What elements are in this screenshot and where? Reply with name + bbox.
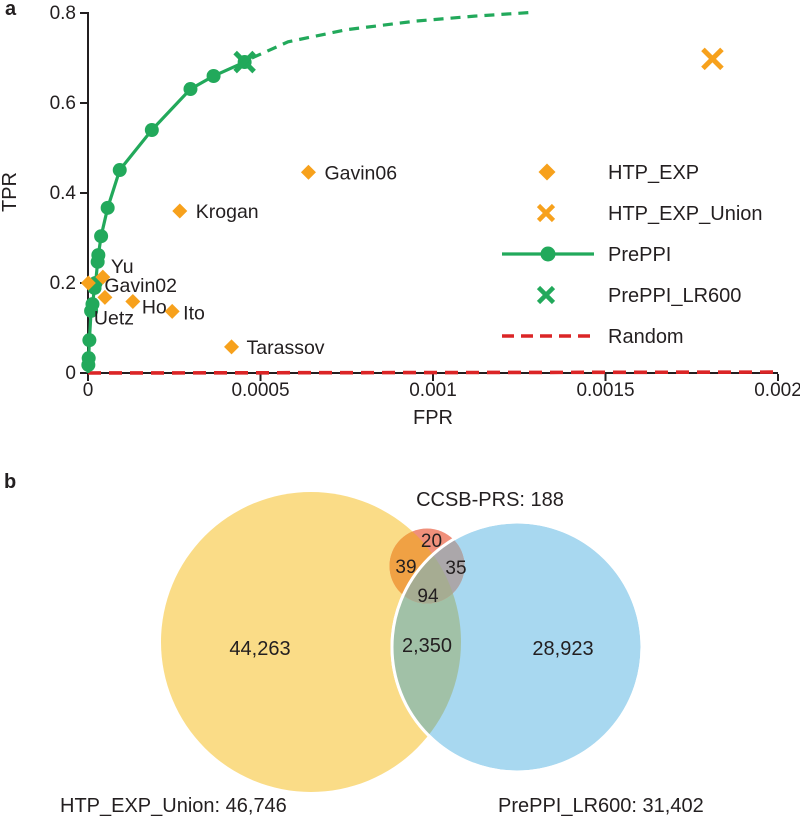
point-Ho-diamond [125, 293, 141, 309]
legend-marker-diamond [538, 163, 556, 181]
series-PrePPI-marker [206, 69, 221, 83]
y-tick-label: 0.2 [50, 273, 76, 294]
series-PrePPI-marker [112, 163, 127, 178]
venn-count-ccsb-union: 39 [395, 557, 416, 578]
series-PrePPI-marker [85, 297, 100, 312]
series-PrePPI-marker [82, 333, 97, 348]
series-PrePPI_extrapolated-dashed-line [251, 10, 530, 60]
panel-b-label: b [4, 471, 16, 493]
point-Krogan-label: Krogan [196, 201, 259, 223]
legend-marker-x [536, 285, 556, 305]
venn-blue-circle-white-edge [390, 520, 644, 774]
legend-label-HTP_EXP: HTP_EXP [608, 162, 699, 184]
y-tick-label: 0 [65, 363, 76, 384]
legend-label-Random: Random [608, 326, 684, 348]
venn-diagram: b CCSB-PRS: 188 20 39 35 94 44,263 2,350… [4, 471, 704, 817]
point-Krogan-diamond [172, 203, 188, 219]
venn-count-preppi-only: 28,923 [532, 638, 593, 660]
series-PrePPI-marker [94, 229, 109, 244]
point-Ito-diamond [164, 303, 180, 319]
venn-left-set-label: HTP_EXP_Union: 46,746 [60, 795, 287, 817]
legend-label-PrePPI: PrePPI [608, 244, 671, 266]
point-Gavin06-label: Gavin06 [324, 162, 397, 184]
venn-ccsb-prs-label: CCSB-PRS: 188 [416, 489, 564, 511]
panel-a-label: a [5, 0, 17, 20]
series-PrePPI-marker [183, 82, 198, 97]
point-Gavin06-diamond [300, 164, 316, 180]
point-Gavin02-diamond [80, 275, 96, 291]
roc-plot-content: 0 0.0005 0.001 0.0015 0.00200.20.40.60.8YuGa… [50, 3, 800, 401]
venn-htp-exp-union-circle [161, 492, 461, 792]
venn-count-union-only: 44,263 [229, 638, 290, 660]
x-tick-label: 0.002 [754, 380, 800, 401]
point-Tarassov-diamond [224, 339, 240, 355]
point-PrePPI_LR600-x [233, 50, 256, 74]
x-tick-label: 0.0015 [576, 380, 634, 401]
point-Uetz-label: Uetz [94, 307, 134, 329]
series-PrePPI-marker [144, 123, 159, 137]
x-tick-label: 0.001 [409, 380, 457, 401]
series-PrePPI-marker [91, 248, 106, 263]
series-PrePPI-marker [100, 200, 115, 215]
point-Yu-label: Yu [111, 256, 134, 278]
legend-marker-x [536, 203, 556, 223]
legend-label-HTP_EXP_Union: HTP_EXP_Union [608, 203, 763, 225]
x-tick-label: 0.0005 [231, 380, 289, 401]
venn-count-ccsb-preppi: 35 [445, 558, 466, 579]
venn-count-triple: 94 [417, 586, 439, 607]
venn-count-overlap: 2,350 [402, 635, 452, 657]
series-Random-dashed-line [87, 370, 779, 375]
point-Ho-label: Ho [142, 296, 167, 318]
venn-count-ccsb-only: 20 [421, 531, 442, 552]
y-tick-label: 0.6 [50, 93, 76, 114]
point-Gavin02-label: Gavin02 [104, 275, 177, 297]
x-axis-title: FPR [413, 407, 453, 429]
y-tick-label: 0.8 [50, 3, 76, 24]
venn-right-set-label: PrePPI_LR600: 31,402 [498, 795, 704, 817]
legend-marker-dot [540, 246, 556, 262]
x-tick-label: 0 [83, 380, 94, 401]
point-HTP_EXP_Union-x [701, 47, 724, 71]
y-tick-label: 0.4 [50, 183, 77, 204]
legend-label-PrePPI_LR600: PrePPI_LR600 [608, 285, 741, 307]
point-Uetz-diamond [97, 289, 113, 305]
y-axis-title: TPR [0, 172, 21, 212]
point-Tarassov-label: Tarassov [247, 337, 325, 359]
point-Ito-label: Ito [183, 302, 205, 324]
series-PrePPI-marker [81, 351, 96, 366]
point-Yu-diamond [95, 269, 111, 285]
roc-plot: a TPR FPR 0 0.0005 0.001 0.0015 0.002 0 0.2 0.4… [0, 0, 800, 429]
